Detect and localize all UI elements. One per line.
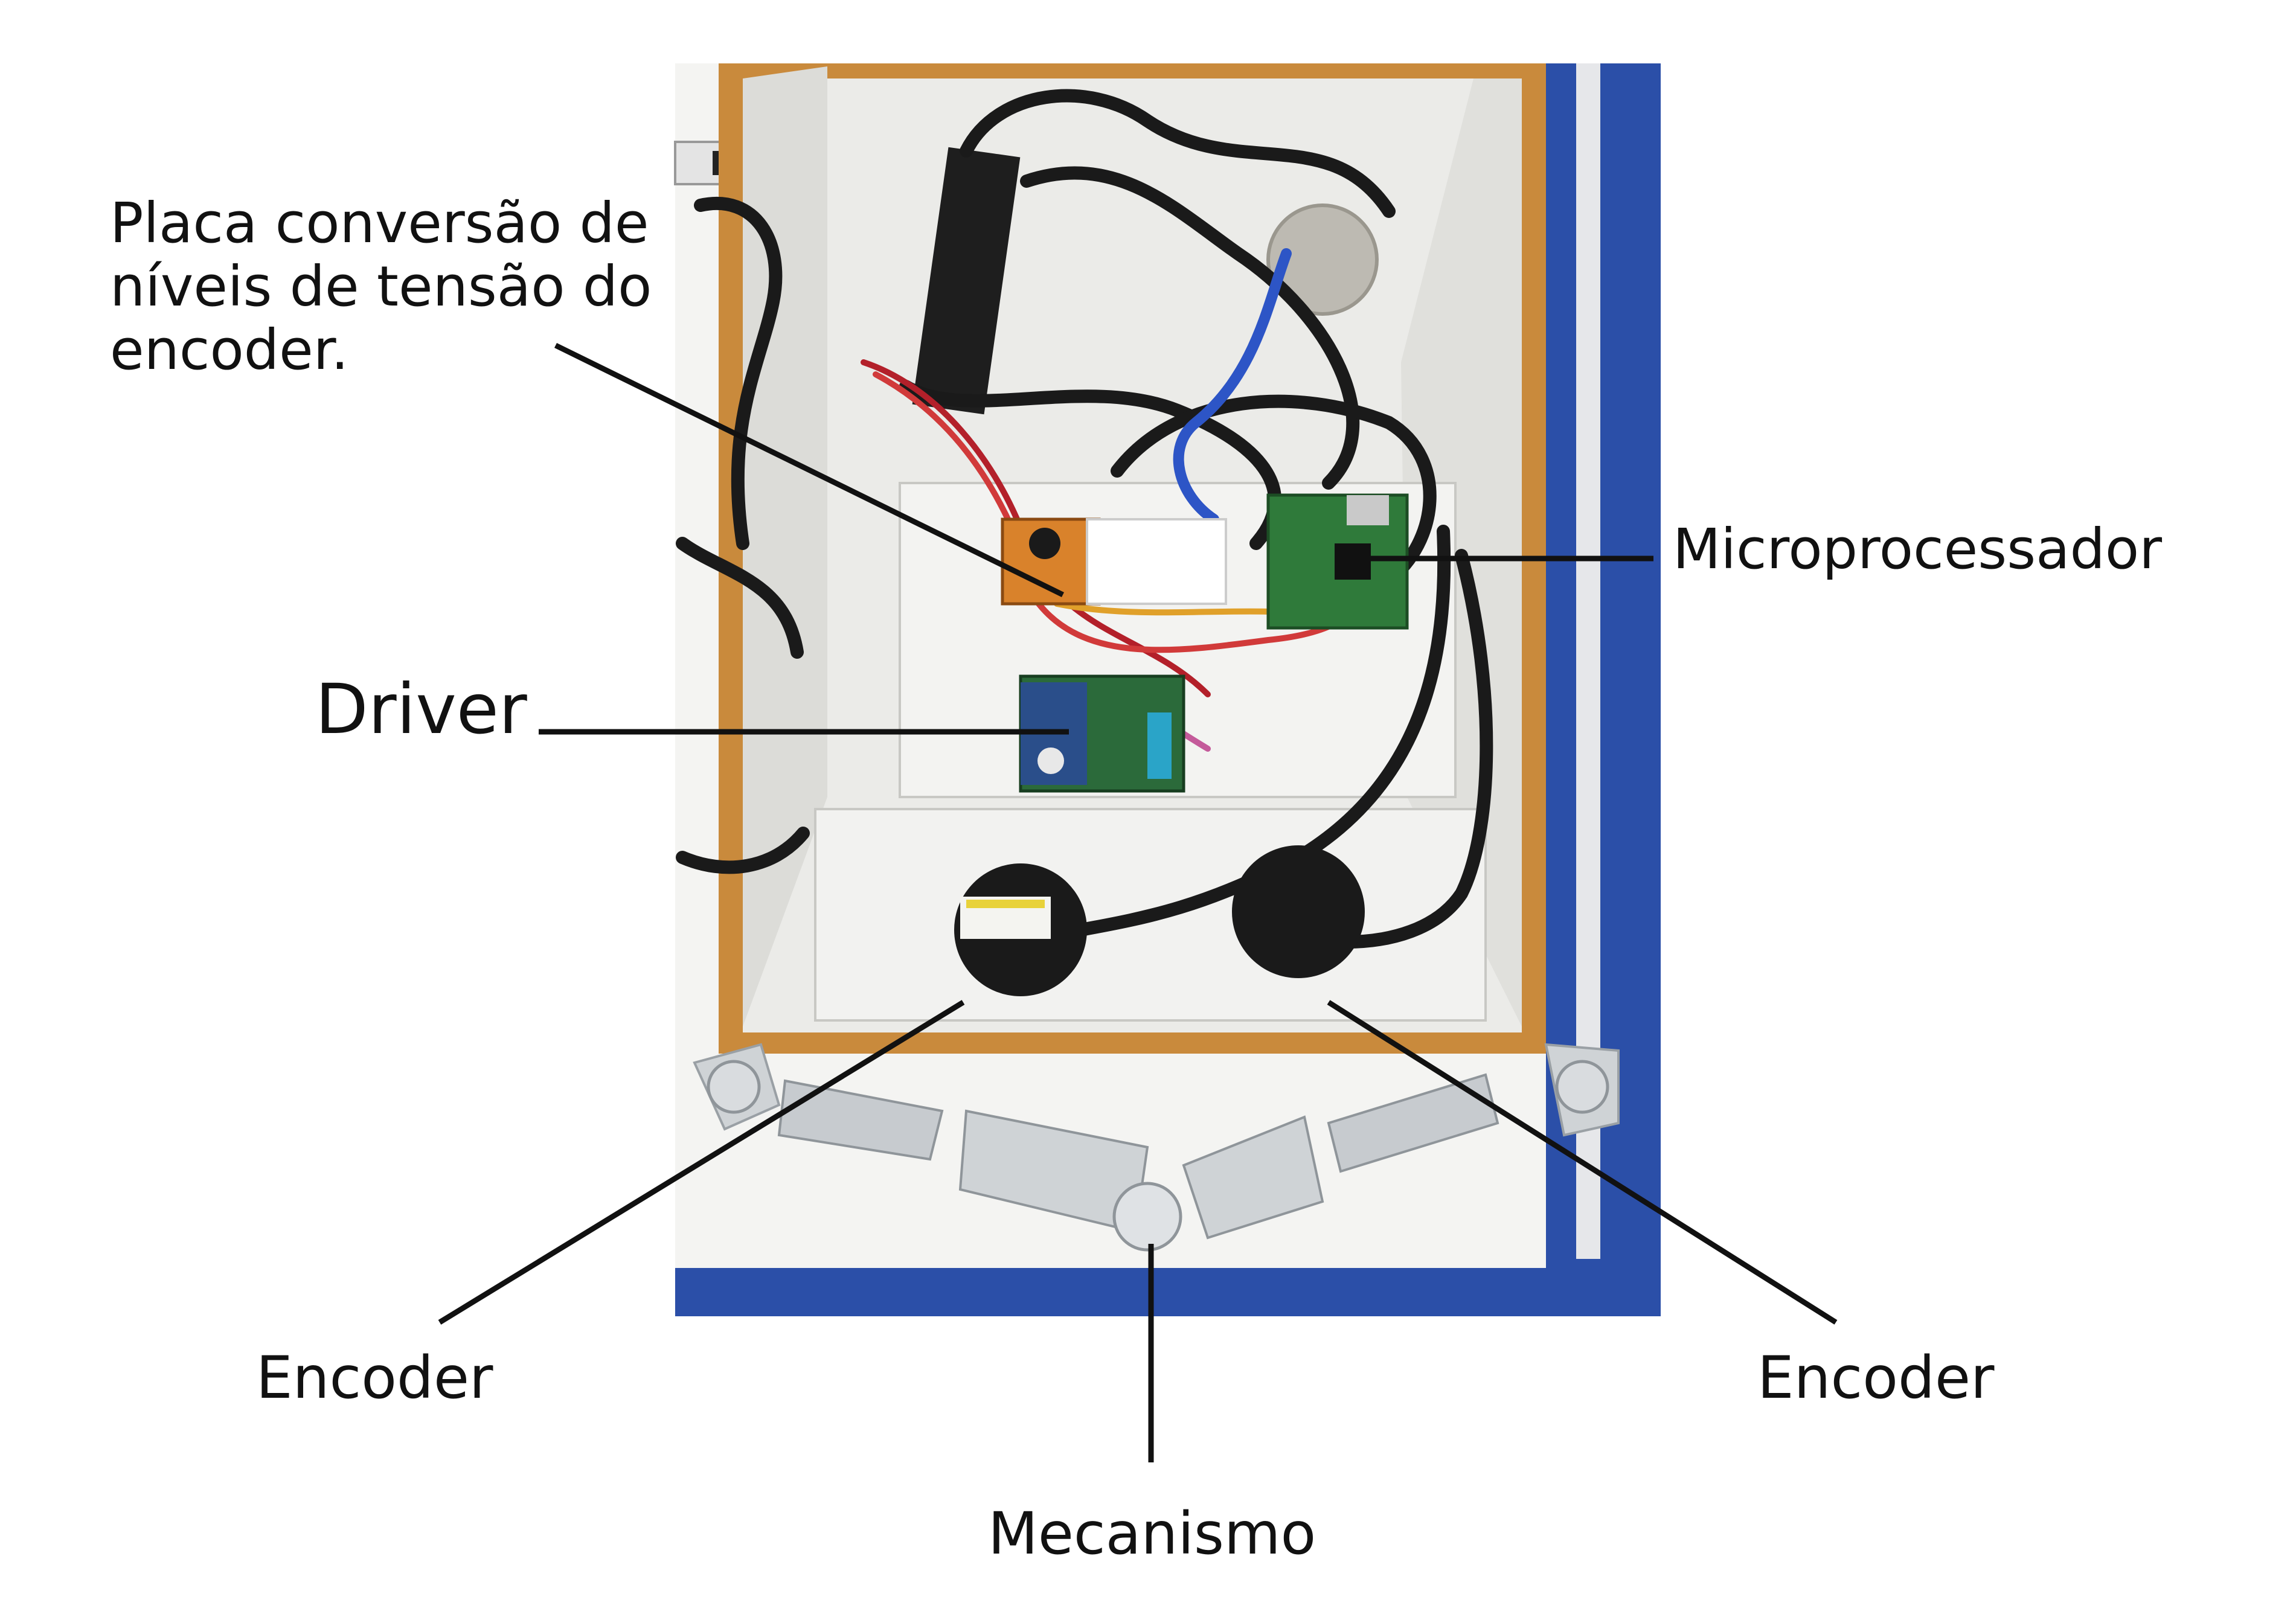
label-driver: Driver (315, 669, 527, 749)
cable-8 (676, 537, 804, 659)
blue-cable (1173, 248, 1292, 525)
leader-placa (554, 342, 1064, 598)
cable-5 (1074, 525, 1451, 936)
label-level-converter: Placa conversão de níveis de tensão do e… (110, 191, 652, 382)
encoder-left-sticker-stripe (966, 900, 1045, 908)
cable-4 (1111, 394, 1437, 586)
table-edge-bottom (675, 1268, 1661, 1316)
mechanism-link-right-inner (1182, 1115, 1324, 1240)
cable-1 (960, 89, 1396, 218)
cable-7 (694, 196, 783, 550)
mechanism-pivot-left (707, 1060, 761, 1114)
level-converter-capacitor (1029, 528, 1060, 559)
leader-encoder-right (1327, 1000, 1838, 1325)
mechanism-link-right-outer (1327, 1073, 1499, 1173)
driver-terminal-block (1147, 712, 1172, 779)
vertical-power-strip (912, 147, 1021, 415)
mechanism-pivot-right (1555, 1060, 1609, 1114)
white-breadboard (1086, 518, 1227, 605)
label-level-converter-line-2: níveis de tensão do (110, 254, 652, 319)
label-microprocessor: Microprocessador (1673, 517, 2163, 581)
leader-lines (438, 342, 1838, 1462)
red-wire-2 (873, 371, 1357, 653)
microprocessor-chip (1335, 543, 1371, 580)
mechanism (693, 1043, 1620, 1252)
encoder-right (1232, 845, 1365, 978)
left-side-panel (743, 66, 827, 1026)
mechanism-link-left-outer (777, 1079, 944, 1161)
mechanism-central-joint (1112, 1182, 1182, 1252)
cable-6 (1340, 549, 1493, 949)
photo (674, 63, 1661, 1316)
label-encoder-left: Encoder (256, 1344, 493, 1412)
label-encoder-right: Encoder (1757, 1344, 1995, 1412)
leader-encoder-left (438, 1000, 965, 1325)
label-mechanism: Mecanismo (988, 1500, 1316, 1567)
cable-grommet (1266, 203, 1379, 316)
label-level-converter-line-3: encoder. (110, 317, 349, 382)
microprocessor-usb (1347, 495, 1389, 525)
cable-9 (676, 827, 810, 874)
driver-capacitor (1037, 747, 1064, 774)
label-level-converter-line-1: Placa conversão de (110, 191, 649, 255)
